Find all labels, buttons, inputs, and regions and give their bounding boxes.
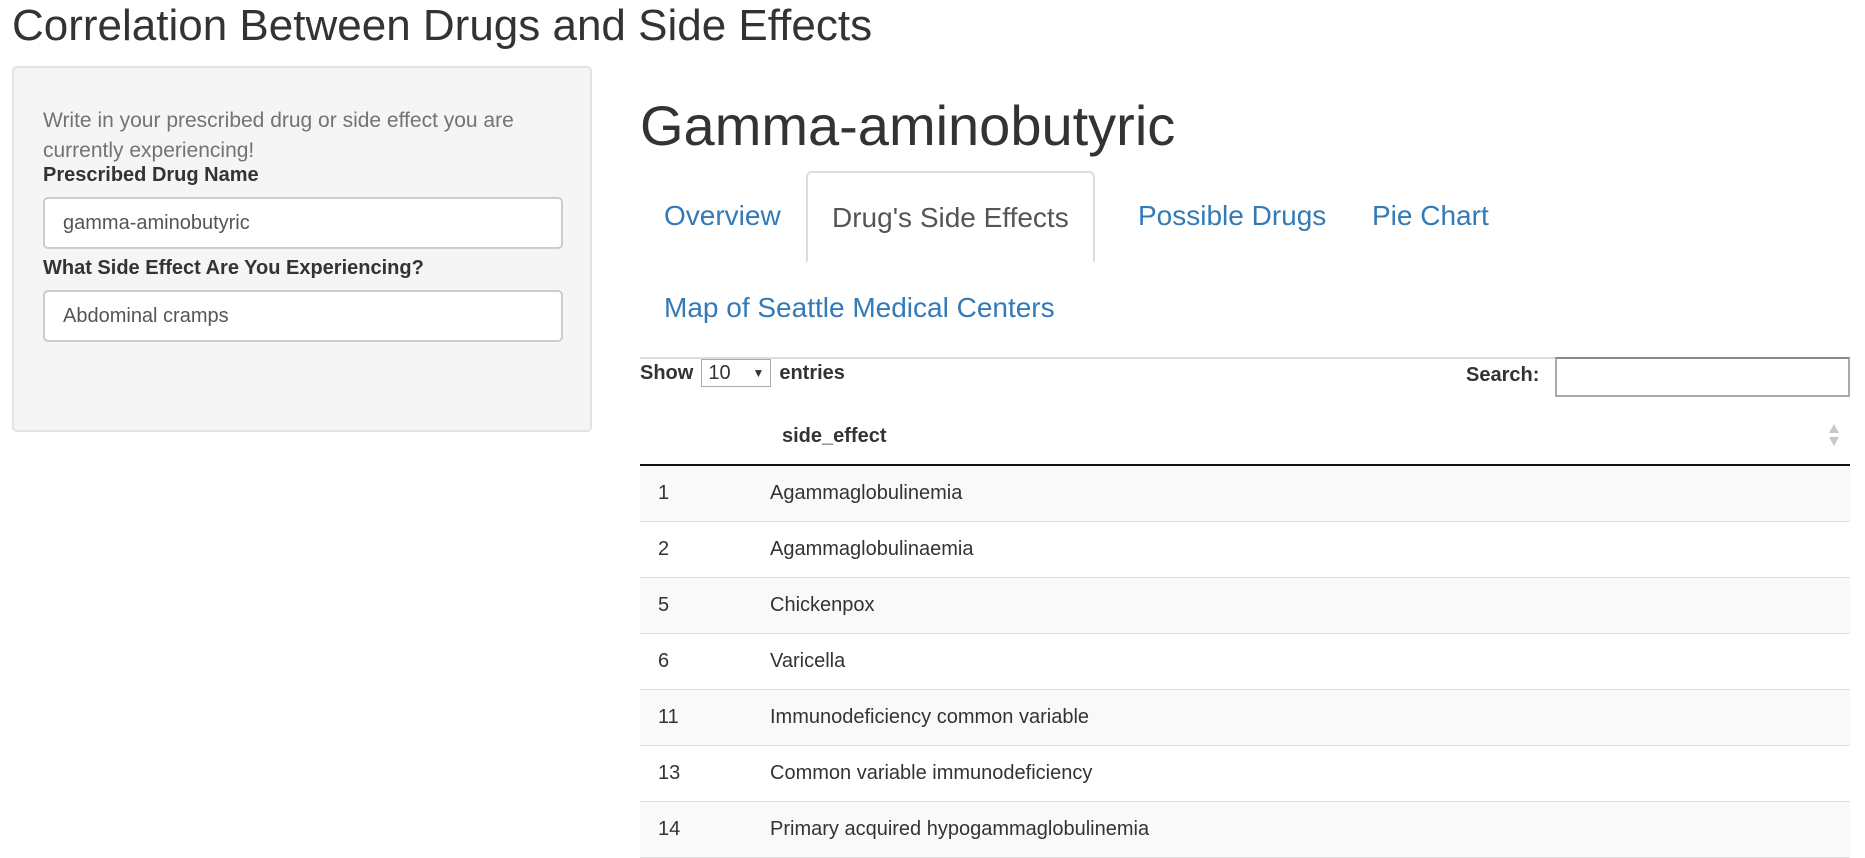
tab-drugs-side-effects[interactable]: Drug's Side Effects [806,171,1095,263]
row-side-effect: Varicella [770,633,1850,690]
row-side-effect: Agammaglobulinemia [770,465,1850,522]
row-index: 1 [640,465,770,522]
row-side-effect: Common variable immunodeficiency [770,745,1850,802]
side-effect-label: What Side Effect Are You Experiencing? [43,257,424,279]
caret-down-icon: ▼ [752,366,765,380]
app-title: Correlation Between Drugs and Side Effec… [12,1,873,50]
column-header-side-effect[interactable]: side_effect [770,408,1850,466]
row-index: 5 [640,577,770,634]
table-row[interactable]: 13 Common variable immunodeficiency [640,745,1850,802]
search-input[interactable] [1555,357,1850,397]
sidebar-panel: Write in your prescribed drug or side ef… [12,66,592,432]
row-side-effect: Agammaglobulinaemia [770,521,1850,578]
tab-map-seattle-medical-centers[interactable]: Map of Seattle Medical Centers [664,292,1055,323]
column-header-side-effect-label: side_effect [782,424,887,447]
row-side-effect: Primary acquired hypogammaglobulinemia [770,801,1850,858]
row-index: 11 [640,689,770,746]
side-effect-input[interactable] [43,290,563,342]
main-title: Gamma-aminobutyric [640,94,1176,157]
page-length-control: Show 10 ▼ entries [640,358,845,388]
drug-name-label: Prescribed Drug Name [43,164,259,186]
table-row[interactable]: 14 Primary acquired hypogammaglobulinemi… [640,801,1850,858]
table-row[interactable]: 2 Agammaglobulinaemia [640,521,1850,578]
table-header-row: side_effect [640,408,1850,466]
search-label: Search: [1466,364,1540,386]
entries-label: entries [779,361,845,384]
show-label: Show [640,361,694,384]
table-row[interactable]: 5 Chickenpox [640,577,1850,634]
row-index: 13 [640,745,770,802]
table-row[interactable]: 6 Varicella [640,633,1850,690]
tab-overview[interactable]: Overview [664,200,781,231]
side-effects-table: side_effect 1 Agammaglobulinemia 2 Agamm… [640,408,1850,858]
tab-possible-drugs[interactable]: Possible Drugs [1138,200,1327,231]
tab-pie-chart[interactable]: Pie Chart [1372,200,1489,231]
sidebar-help-text: Write in your prescribed drug or side ef… [43,109,514,162]
page-length-select[interactable]: 10 ▼ [701,359,772,387]
row-side-effect: Immunodeficiency common variable [770,689,1850,746]
row-index: 2 [640,521,770,578]
table-row[interactable]: 1 Agammaglobulinemia [640,465,1850,522]
column-header-index[interactable] [640,408,770,466]
page-length-value: 10 [708,361,731,384]
row-index: 14 [640,801,770,858]
row-index: 6 [640,633,770,690]
tab-bar: Overview Drug's Side Effects Possible Dr… [640,171,1850,359]
row-side-effect: Chickenpox [770,577,1850,634]
sort-both-icon [1829,424,1839,446]
drug-name-input[interactable] [43,197,563,249]
table-row[interactable]: 11 Immunodeficiency common variable [640,689,1850,746]
